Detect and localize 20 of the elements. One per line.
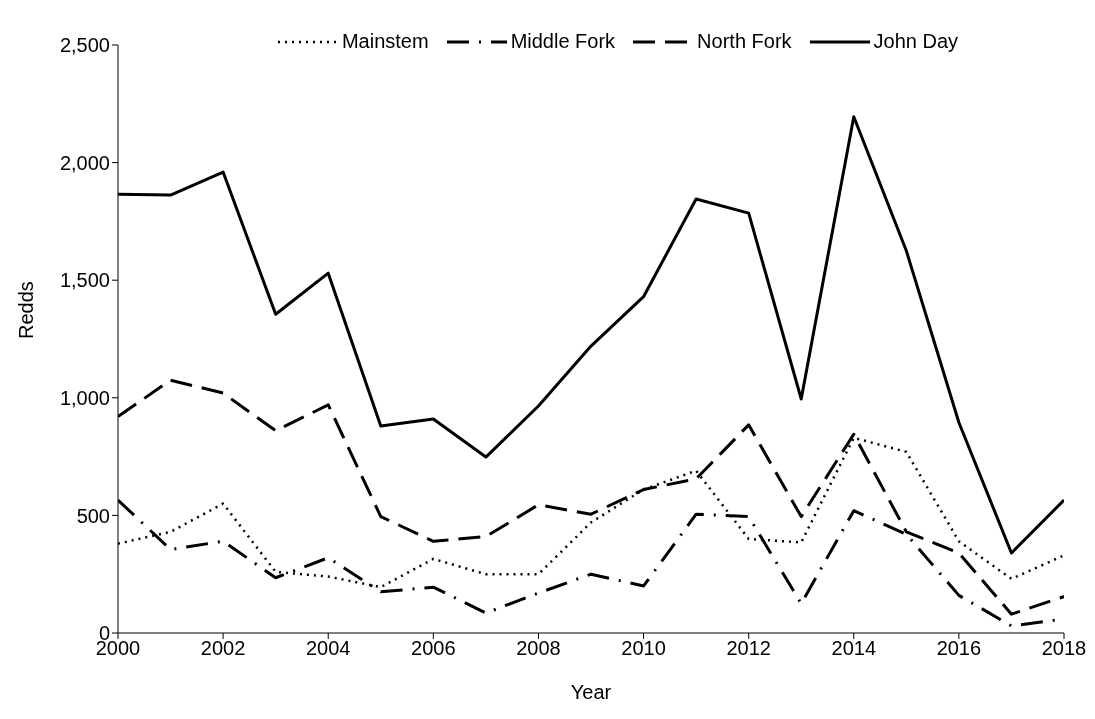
legend-label: Mainstem — [341, 30, 429, 53]
y-tick-label: 1,500 — [59, 269, 110, 292]
y-tick-label: 500 — [76, 504, 110, 527]
legend-label: North Fork — [697, 30, 792, 53]
y-axis-title: Redds — [15, 281, 38, 339]
x-tick-label: 2016 — [936, 637, 982, 660]
x-tick-label: 2004 — [305, 637, 351, 660]
x-tick-label: 2018 — [1041, 637, 1087, 660]
y-tick-label: 2,000 — [59, 151, 110, 174]
x-tick-label: 2006 — [411, 637, 456, 660]
x-tick-label: 2014 — [831, 637, 877, 660]
x-tick-label: 2010 — [621, 637, 666, 660]
x-tick-label: 2008 — [516, 637, 561, 660]
y-tick-label: 2,500 — [59, 34, 110, 57]
x-tick-label: 2012 — [726, 637, 771, 660]
x-tick-label: 2002 — [200, 637, 246, 660]
x-axis-title: Year — [570, 681, 612, 703]
legend-label: Middle Fork — [510, 30, 616, 53]
y-tick-label: 1,000 — [59, 386, 110, 409]
legend-label: John Day — [873, 30, 959, 53]
